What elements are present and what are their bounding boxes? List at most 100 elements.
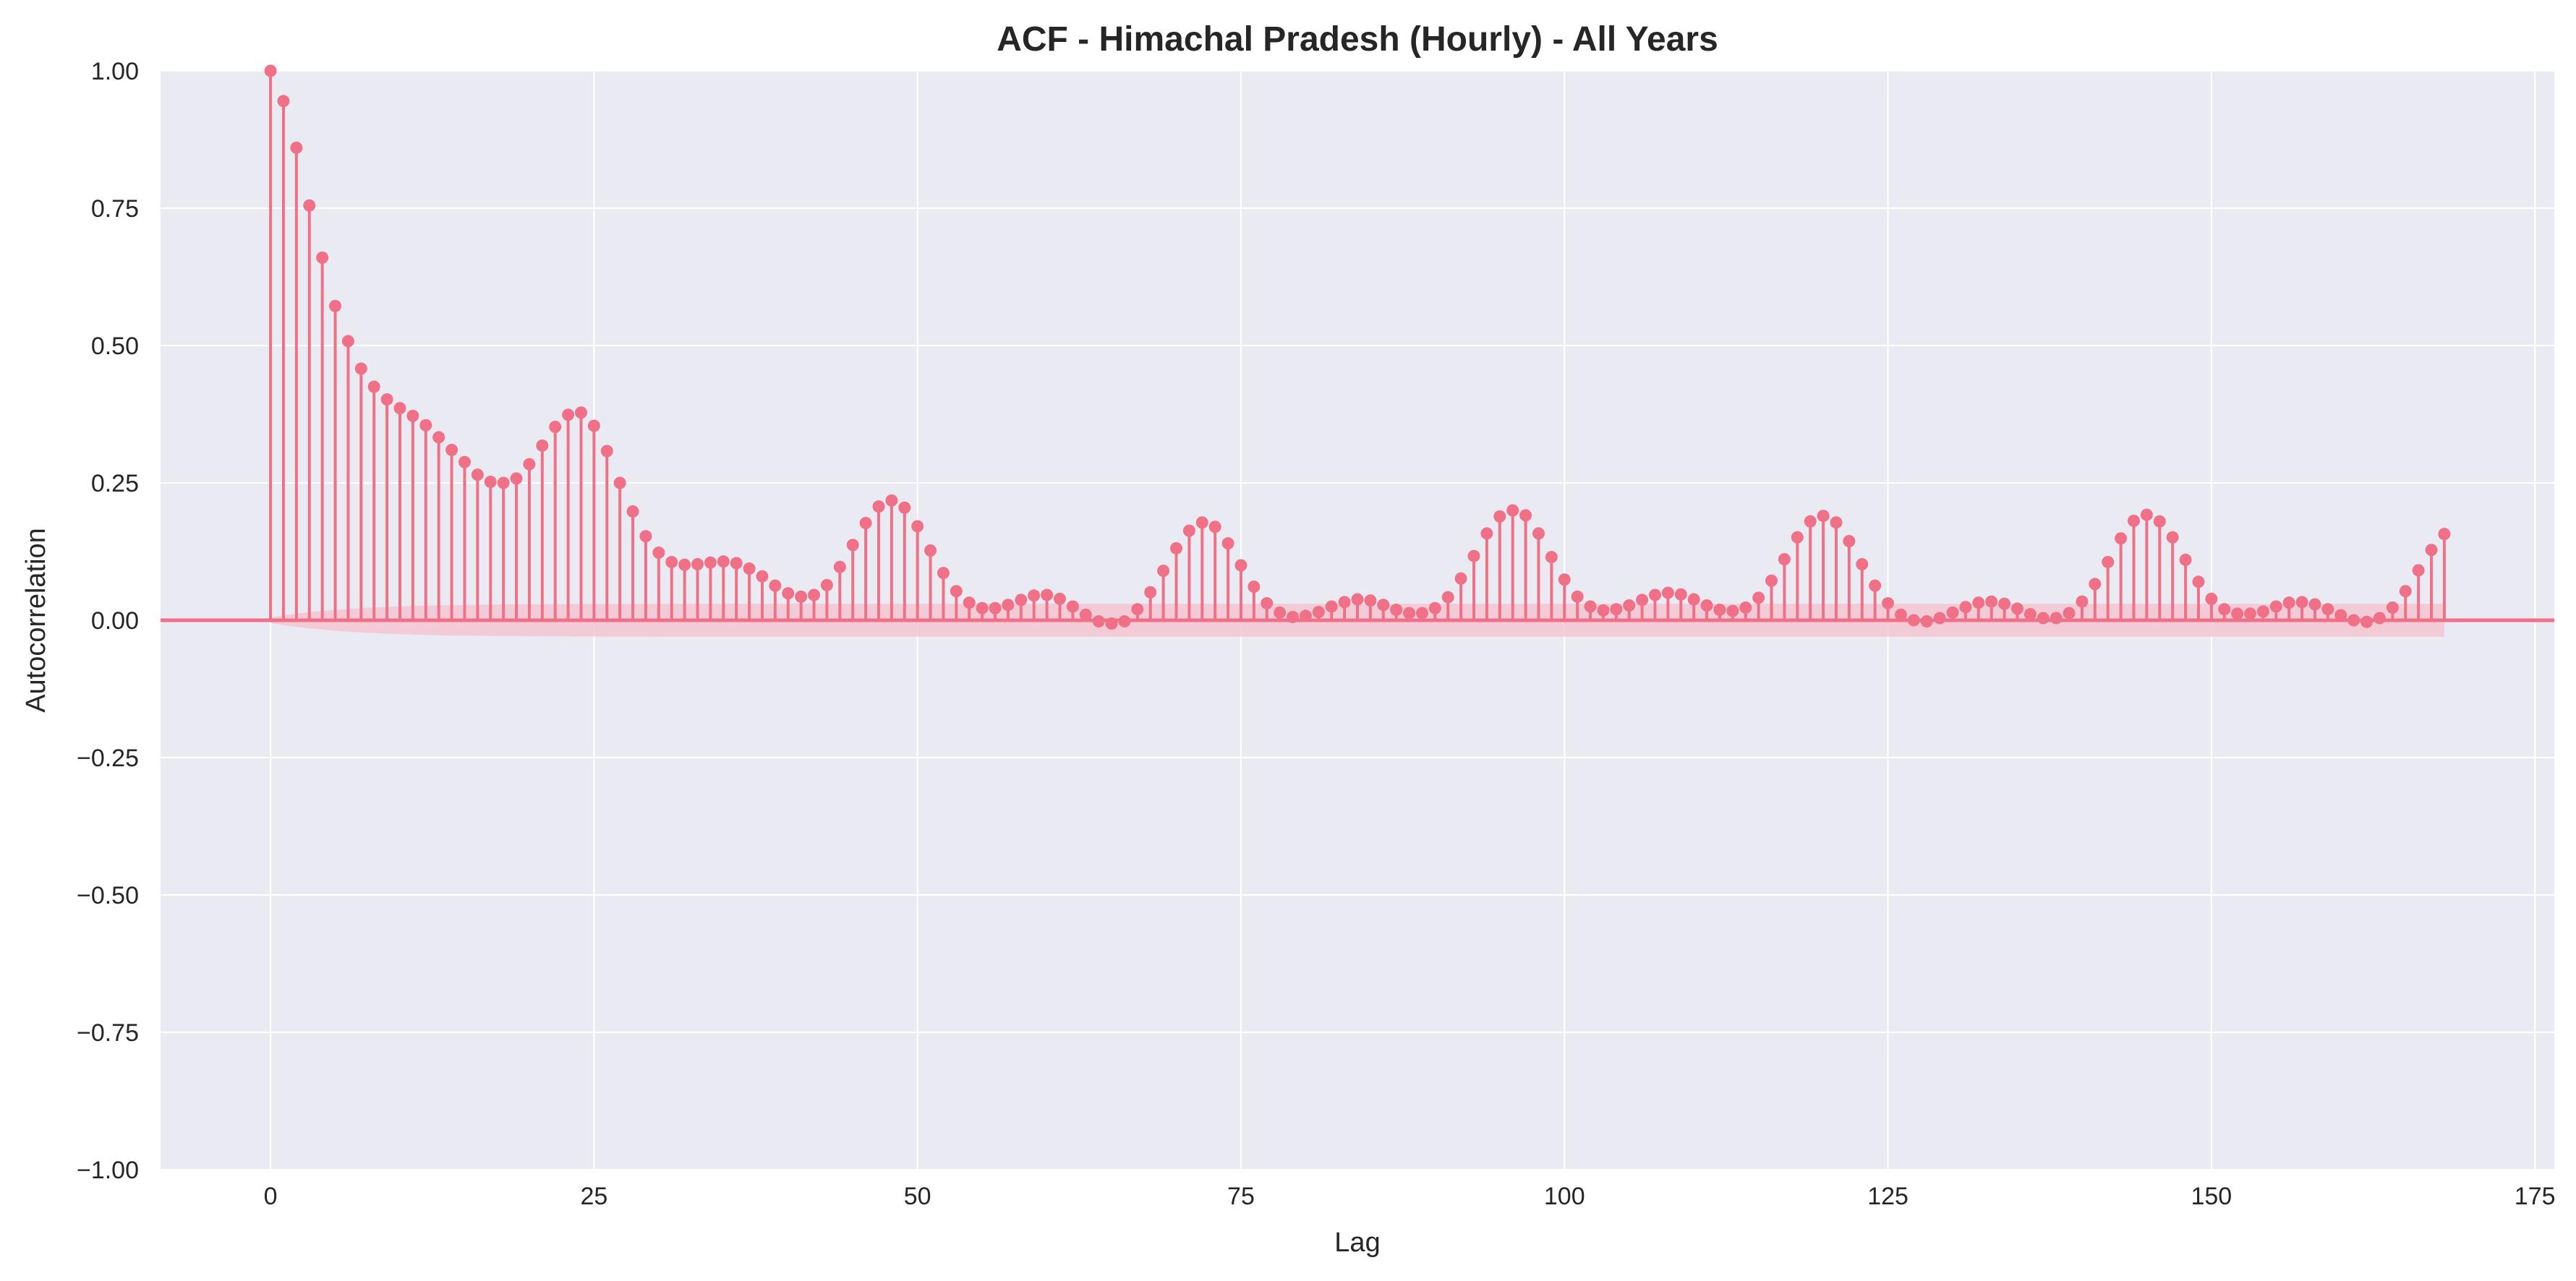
marker-lag-120 <box>1817 510 1830 523</box>
marker-lag-22 <box>549 420 562 433</box>
marker-lag-78 <box>1274 606 1287 619</box>
marker-lag-119 <box>1804 515 1817 528</box>
marker-lag-140 <box>2076 595 2089 608</box>
marker-lag-33 <box>691 557 704 570</box>
marker-lag-87 <box>1390 604 1403 617</box>
y-tick-label-1: 0.75 <box>91 195 139 223</box>
marker-lag-64 <box>1092 615 1105 628</box>
marker-lag-115 <box>1752 591 1765 604</box>
marker-lag-72 <box>1195 516 1208 529</box>
marker-lag-114 <box>1739 601 1752 614</box>
marker-lag-134 <box>1998 597 2011 610</box>
marker-lag-5 <box>329 299 342 312</box>
marker-lag-148 <box>2179 553 2192 566</box>
marker-lag-154 <box>2256 605 2269 618</box>
x-tick-labels: 0 25 50 75 100 125 150 175 <box>264 1183 2556 1210</box>
marker-lag-69 <box>1157 565 1170 578</box>
marker-lag-133 <box>1985 595 1998 608</box>
marker-lag-12 <box>419 419 432 432</box>
marker-lag-63 <box>1079 608 1092 621</box>
marker-lag-71 <box>1182 524 1195 537</box>
marker-lag-125 <box>1882 596 1895 609</box>
marker-lag-93 <box>1467 549 1480 562</box>
marker-lag-105 <box>1623 599 1636 612</box>
x-tick-label-0: 0 <box>264 1183 278 1210</box>
marker-lag-51 <box>924 544 937 557</box>
marker-lag-83 <box>1338 596 1351 609</box>
marker-lag-147 <box>2166 531 2179 544</box>
marker-lag-149 <box>2192 575 2205 588</box>
marker-lag-74 <box>1221 537 1234 550</box>
marker-lag-4 <box>316 251 329 264</box>
marker-lag-94 <box>1480 527 1493 540</box>
marker-lag-126 <box>1894 608 1907 621</box>
marker-lag-60 <box>1041 588 1054 601</box>
marker-lag-79 <box>1287 610 1300 623</box>
marker-lag-23 <box>562 408 575 421</box>
marker-lag-36 <box>730 557 743 570</box>
marker-lag-27 <box>613 476 626 489</box>
marker-lag-88 <box>1403 607 1416 620</box>
marker-lag-152 <box>2231 607 2244 620</box>
y-tick-label-5: −0.25 <box>77 745 139 772</box>
x-tick-label-3: 75 <box>1227 1183 1255 1210</box>
marker-lag-24 <box>574 406 587 419</box>
marker-lag-13 <box>432 431 445 444</box>
marker-lag-55 <box>976 601 989 614</box>
marker-lag-139 <box>2063 607 2076 620</box>
marker-lag-76 <box>1248 580 1261 594</box>
marker-lag-112 <box>1713 604 1726 617</box>
marker-lag-59 <box>1028 589 1041 602</box>
marker-lag-122 <box>1843 535 1856 548</box>
marker-lag-41 <box>795 590 808 603</box>
x-tick-label-5: 125 <box>1867 1183 1908 1210</box>
marker-lag-138 <box>2050 612 2063 625</box>
marker-lag-95 <box>1493 510 1506 523</box>
markers <box>264 64 2451 630</box>
marker-lag-107 <box>1649 588 1662 601</box>
marker-lag-162 <box>2360 615 2374 628</box>
marker-lag-44 <box>833 560 846 573</box>
marker-lag-39 <box>769 579 782 592</box>
marker-lag-110 <box>1687 593 1700 606</box>
marker-lag-89 <box>1415 607 1428 620</box>
marker-lag-65 <box>1105 617 1118 630</box>
marker-lag-62 <box>1066 600 1079 613</box>
marker-lag-130 <box>1946 606 1959 619</box>
marker-lag-45 <box>846 539 859 552</box>
marker-lag-141 <box>2089 578 2102 591</box>
marker-lag-104 <box>1610 603 1623 616</box>
marker-lag-111 <box>1700 599 1713 612</box>
marker-lag-157 <box>2295 596 2308 609</box>
marker-lag-9 <box>380 393 393 406</box>
marker-lag-92 <box>1454 572 1467 585</box>
marker-lag-14 <box>445 443 459 456</box>
x-tick-label-2: 50 <box>904 1183 931 1210</box>
marker-lag-15 <box>458 455 471 468</box>
marker-lag-80 <box>1299 609 1312 622</box>
marker-lag-52 <box>937 567 950 580</box>
y-tick-label-3: 0.25 <box>91 470 139 497</box>
marker-lag-1 <box>277 95 290 108</box>
y-tick-label-6: −0.50 <box>77 882 139 909</box>
marker-lag-153 <box>2244 607 2257 620</box>
marker-lag-143 <box>2115 532 2128 545</box>
y-tick-label-2: 0.50 <box>91 333 139 360</box>
marker-lag-40 <box>782 587 795 600</box>
marker-lag-77 <box>1261 596 1274 609</box>
marker-lag-34 <box>704 556 717 569</box>
marker-lag-132 <box>1972 596 1985 609</box>
marker-lag-131 <box>1959 601 1972 614</box>
marker-lag-168 <box>2438 528 2451 541</box>
marker-lag-25 <box>587 419 600 432</box>
marker-lag-161 <box>2347 614 2360 627</box>
marker-lag-91 <box>1441 591 1454 604</box>
marker-lag-58 <box>1015 594 1028 607</box>
marker-lag-8 <box>367 380 380 393</box>
marker-lag-113 <box>1726 604 1739 617</box>
marker-lag-108 <box>1661 586 1674 599</box>
marker-lag-2 <box>290 141 303 154</box>
marker-lag-164 <box>2386 601 2399 614</box>
marker-lag-48 <box>885 494 898 507</box>
marker-lag-68 <box>1144 586 1157 599</box>
